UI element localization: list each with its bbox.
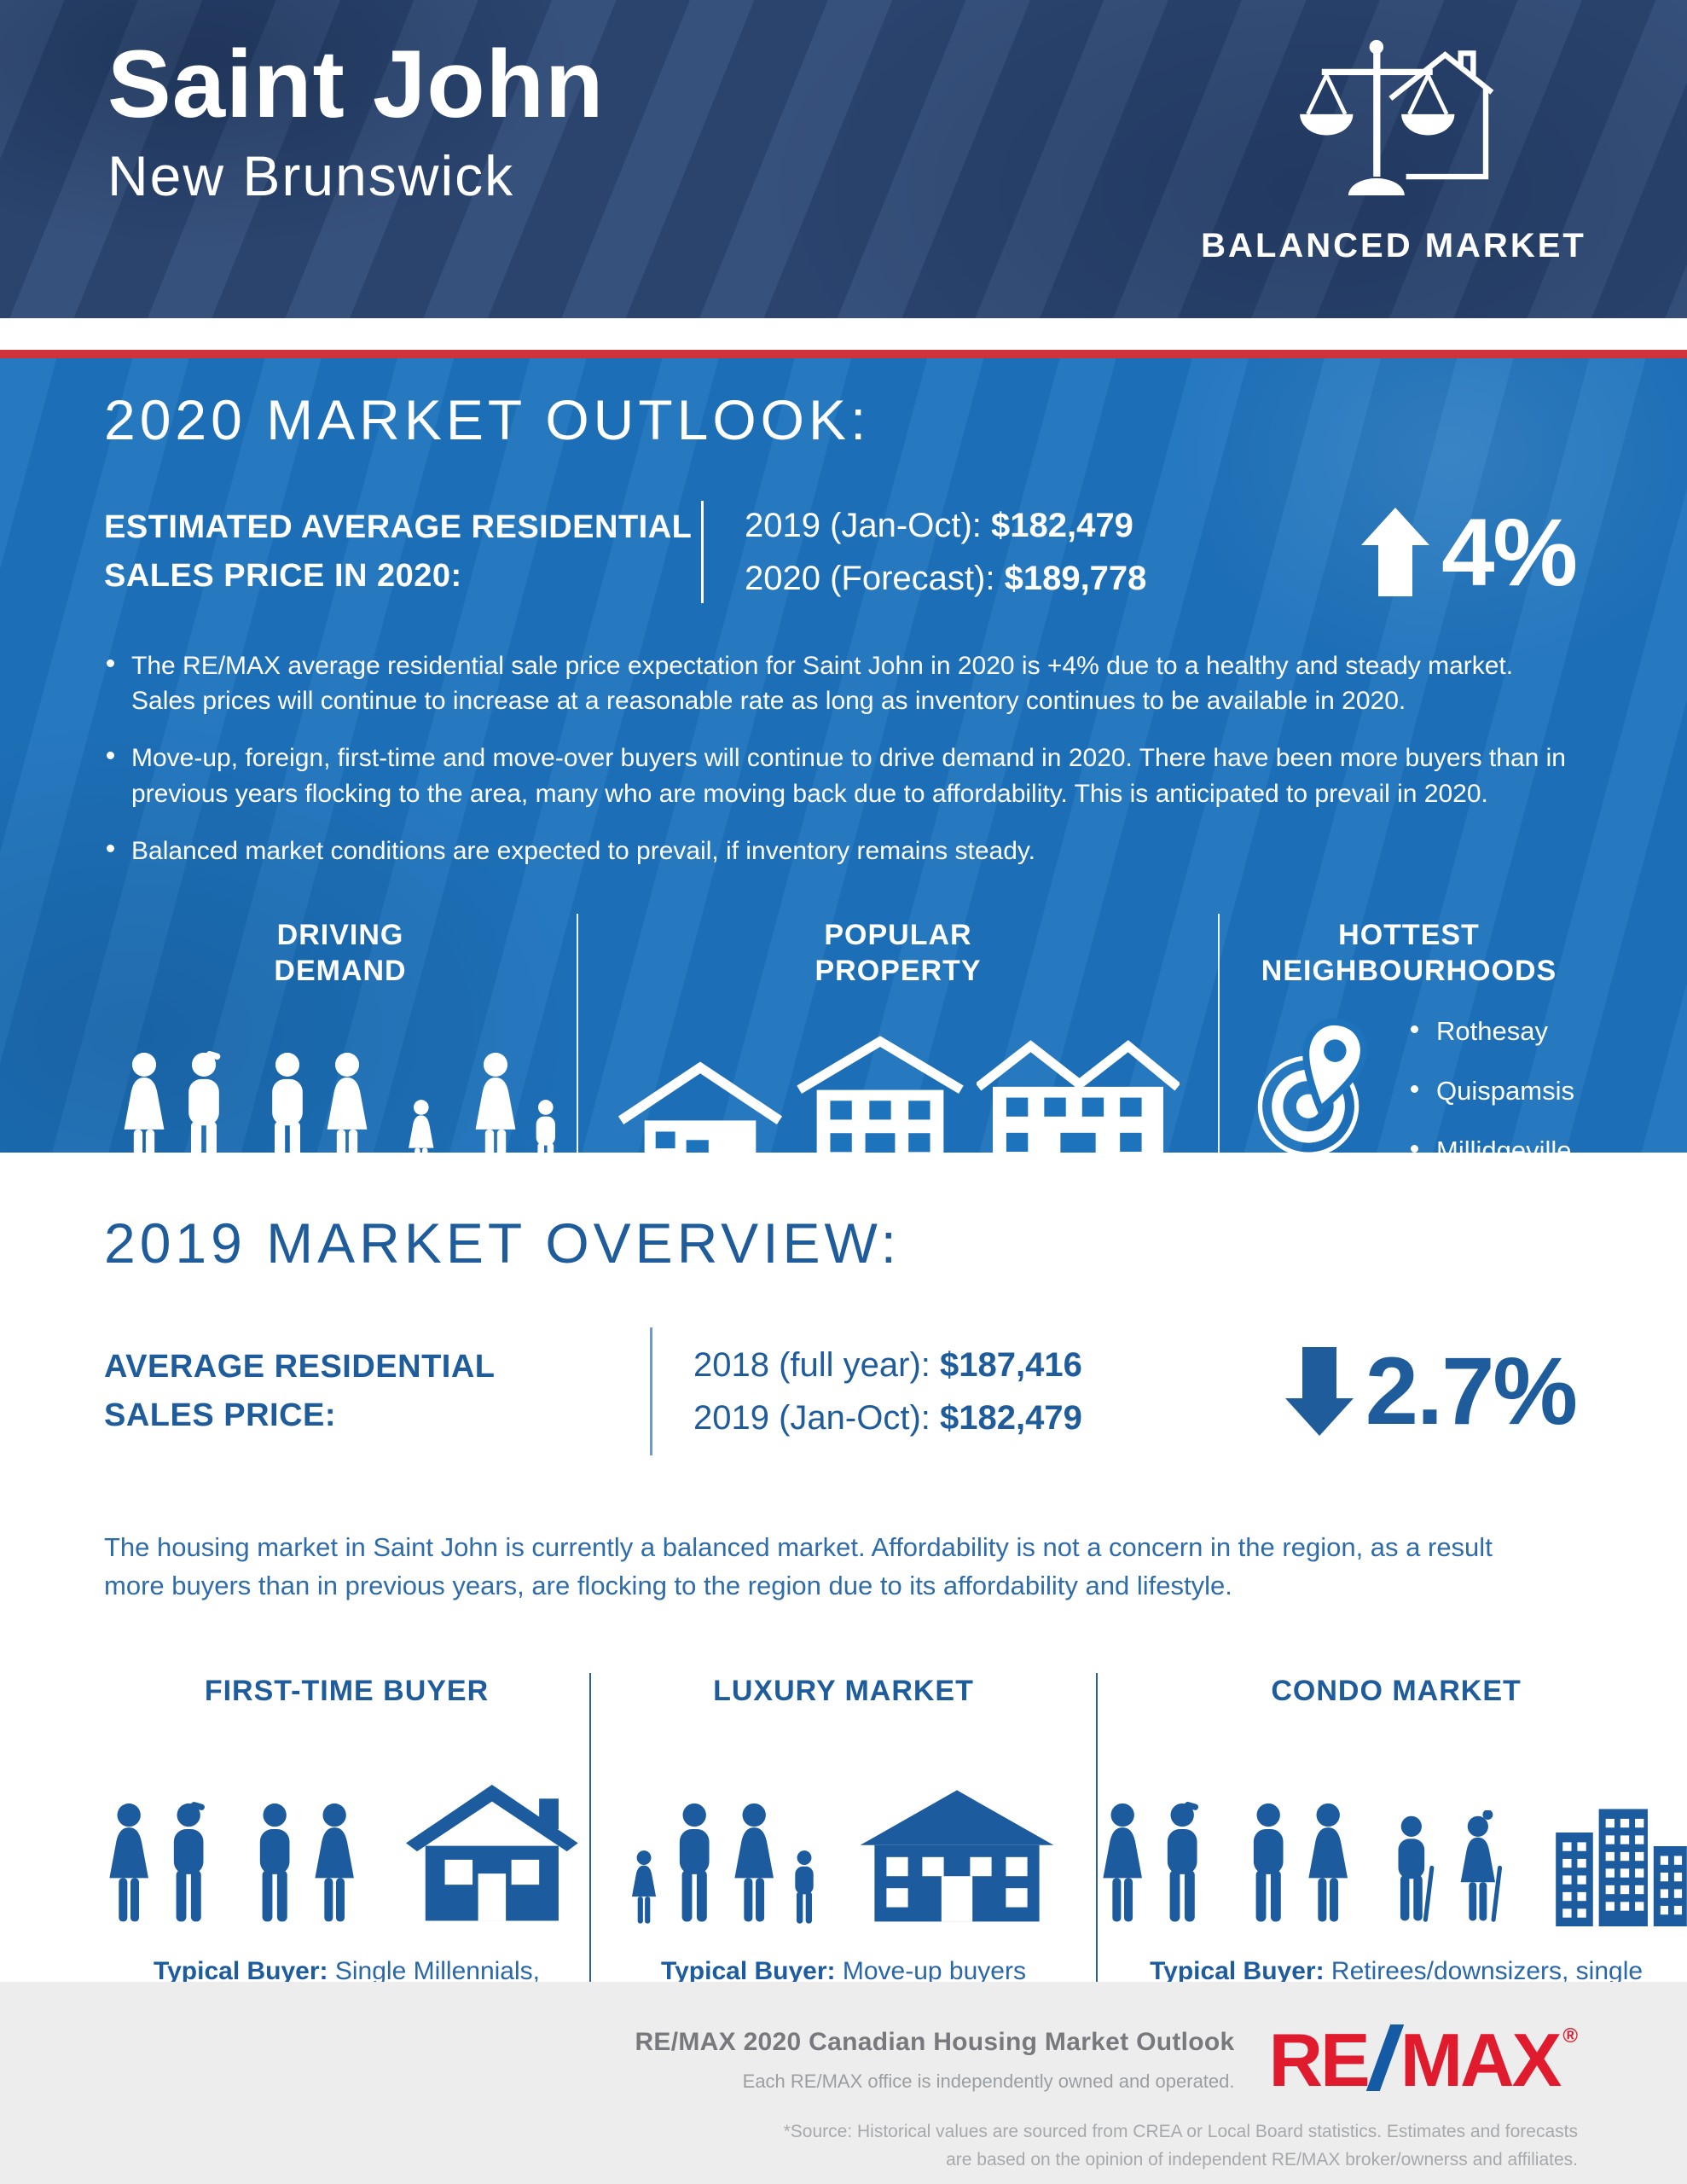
man-icon (1253, 1803, 1284, 1922)
footer-subtitle: Each RE/MAX office is independently owne… (742, 2071, 1235, 2092)
overview-price-row: AVERAGE RESIDENTIAL SALES PRICE: 2018 (f… (104, 1327, 1598, 1455)
man-icon (259, 1803, 290, 1922)
popular-property-title: POPULAR PROPERTY (815, 918, 982, 988)
woman-icon (109, 1803, 148, 1922)
divider-stripe-red (0, 350, 1687, 358)
balanced-scale-house-icon (1300, 39, 1494, 196)
down-arrow-icon (1284, 1346, 1354, 1436)
condo-buildings-icon (1556, 1809, 1687, 1926)
price-line-2019: 2019 (Jan-Oct): $182,479 (693, 1398, 1082, 1437)
remax-logo-max: MAX (1400, 2018, 1562, 2102)
overview-price-label: AVERAGE RESIDENTIAL SALES PRICE: (104, 1348, 496, 1433)
elderly-man-icon (1389, 1810, 1446, 1926)
first-time-buyer-title: FIRST-TIME BUYER (204, 1675, 490, 1708)
market-outlook-2020-section: 2020 MARKET OUTLOOK: ESTIMATED AVERAGE R… (0, 358, 1687, 1269)
neighbourhood-item: Rothesay (1411, 1016, 1574, 1047)
neighbourhood-item: Quispamsis (1411, 1076, 1574, 1107)
overview-change-badge: 2.7% (1284, 1336, 1578, 1446)
hottest-neighbourhoods-title: HOTTEST NEIGHBOURHOODS (1261, 918, 1557, 988)
footer-row: RE/MAX 2020 Canadian Housing Market Outl… (635, 2023, 1578, 2098)
outlook-title: 2020 MARKET OUTLOOK: (104, 388, 871, 451)
man-icon (164, 1802, 213, 1926)
first-time-buyer-icons (104, 1732, 589, 1926)
up-arrow-icon (1361, 508, 1430, 597)
outlook-price-label: ESTIMATED AVERAGE RESIDENTIAL SALES PRIC… (104, 509, 693, 595)
neighbourhood-list: Rothesay Quispamsis Millidgeville (1411, 1016, 1574, 1166)
woman-icon (1103, 1803, 1143, 1922)
elderly-woman-icon (1456, 1810, 1512, 1926)
girl-icon (631, 1850, 656, 1924)
divider-stripe-white (0, 318, 1687, 350)
city-title: Saint John (107, 31, 605, 137)
remax-registered-mark: ® (1562, 2024, 1578, 2048)
vertical-divider (650, 1327, 652, 1455)
woman-icon (315, 1803, 354, 1922)
man-icon (679, 1803, 710, 1922)
hero-header: Saint John New Brunswick BALANCED MARKET (0, 0, 1687, 318)
outlook-change-value: 4% (1441, 498, 1578, 606)
footer: RE/MAX 2020 Canadian Housing Market Outl… (0, 1982, 1687, 2184)
hero-title-block: Saint John New Brunswick (107, 34, 604, 208)
outlook-bullet: Balanced market conditions are expected … (104, 834, 1573, 868)
overview-title: 2019 MARKET OVERVIEW: (104, 1211, 901, 1275)
driving-demand-title: DRIVING DEMAND (274, 918, 407, 988)
footer-title: RE/MAX 2020 Canadian Housing Market Outl… (635, 2028, 1235, 2056)
market-overview-2019-section: 2019 MARKET OVERVIEW: AVERAGE RESIDENTIA… (0, 1153, 1687, 2144)
luxury-market-title: LUXURY MARKET (713, 1675, 974, 1708)
footer-content: RE/MAX 2020 Canadian Housing Market Outl… (635, 2023, 1578, 2174)
outlook-price-row: ESTIMATED AVERAGE RESIDENTIAL SALES PRIC… (104, 497, 1598, 607)
remax-logo-re: RE (1268, 2018, 1371, 2102)
remax-logo: RE MAX ® (1269, 2023, 1579, 2098)
outlook-bullet-list: The RE/MAX average residential sale pric… (104, 648, 1598, 869)
outlook-change-badge: 4% (1361, 497, 1578, 607)
footer-source-note: *Source: Historical values are sourced f… (783, 2122, 1578, 2169)
price-line-2019: 2019 (Jan-Oct): $182,479 (745, 507, 1133, 545)
woman-icon (734, 1803, 774, 1922)
vertical-divider (701, 501, 704, 604)
luxury-market-icons (591, 1732, 1096, 1926)
market-status-label: BALANCED MARKET (1201, 227, 1586, 264)
overview-paragraph: The housing market in Saint John is curr… (104, 1531, 1493, 1600)
detached-home-icon (406, 1785, 578, 1921)
footer-titles: RE/MAX 2020 Canadian Housing Market Outl… (635, 2028, 1234, 2093)
boy-icon (795, 1850, 815, 1924)
condo-market-title: CONDO MARKET (1271, 1675, 1522, 1708)
outlook-price-values: 2019 (Jan-Oct): $182,479 2020 (Forecast)… (745, 499, 1146, 605)
luxury-home-icon (860, 1790, 1054, 1922)
hottest-neighbourhoods-content: Rothesay Quispamsis Millidgeville (1220, 1015, 1598, 1167)
province-subtitle: New Brunswick (107, 143, 515, 207)
outlook-bullet: The RE/MAX average residential sale pric… (104, 648, 1573, 719)
condo-market-icons (1098, 1732, 1687, 1926)
hottest-neighbourhoods-column: HOTTEST NEIGHBOURHOODS Rothesay Quispam (1220, 914, 1598, 1269)
price-line-2020: 2020 (Forecast): $189,778 (745, 560, 1147, 598)
market-status-block: BALANCED MARKET (1189, 26, 1598, 265)
map-pin-target-icon (1257, 1018, 1367, 1157)
overview-change-value: 2.7% (1365, 1338, 1578, 1445)
price-line-2018: 2018 (full year): $187,416 (693, 1345, 1082, 1384)
woman-icon (1308, 1803, 1348, 1922)
remax-slash-icon (1365, 2024, 1404, 2091)
overview-price-values: 2018 (full year): $187,416 2019 (Jan-Oct… (693, 1339, 1082, 1444)
outlook-bullet: Move-up, foreign, first-time and move-ov… (104, 741, 1573, 811)
man-icon (1157, 1802, 1207, 1926)
